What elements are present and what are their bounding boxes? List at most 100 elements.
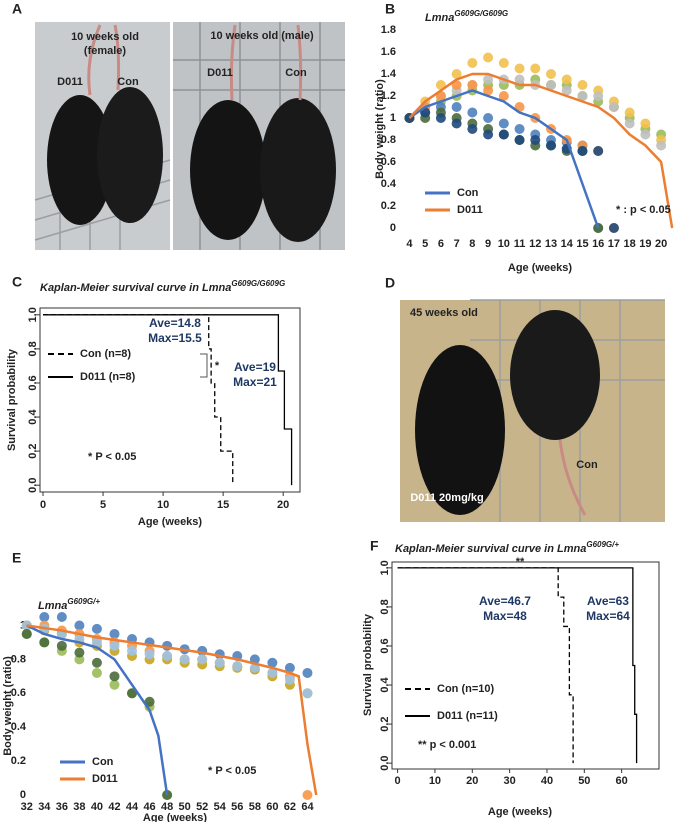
y-tick-label: 0.2 — [11, 755, 26, 767]
chart-title: Kaplan-Meier survival curve in LmnaG609G… — [40, 279, 285, 294]
y-tick-label: 1.6 — [381, 46, 396, 58]
data-point — [56, 640, 67, 651]
x-tick-label: 38 — [73, 801, 85, 813]
data-point — [91, 667, 102, 678]
data-point — [608, 223, 619, 233]
annotation: Ave=14.8 — [149, 316, 201, 330]
y-tick-label: 0.8 — [381, 134, 396, 146]
photo-caption: (female) — [84, 45, 127, 57]
y-tick-label: 0.4 — [11, 721, 27, 733]
data-point — [546, 69, 557, 79]
data-point — [483, 52, 494, 63]
x-tick-label: 20 — [655, 238, 667, 250]
panel-label: A — [12, 1, 22, 17]
y-tick-label: 0.8 — [379, 599, 391, 614]
x-tick-label: 64 — [301, 801, 314, 813]
y-tick-label: 0.8 — [11, 653, 26, 665]
legend-label: Con (n=10) — [437, 683, 494, 695]
x-tick-label: 10 — [157, 499, 169, 511]
series-line — [397, 567, 574, 764]
data-point — [267, 657, 278, 668]
y-tick-label: 1.4 — [381, 68, 397, 80]
x-tick-label: 4 — [406, 238, 413, 250]
series-line — [26, 624, 318, 796]
title-text: Kaplan-Meier survival curve in Lmna — [40, 282, 231, 294]
x-axis-title: Age (weeks) — [508, 262, 573, 274]
data-point — [214, 657, 225, 668]
annotation: ** — [516, 556, 525, 568]
data-point — [267, 667, 278, 678]
y-tick-label: 0 — [390, 222, 396, 234]
x-tick-label: 8 — [469, 238, 475, 250]
x-tick-label: 40 — [541, 775, 553, 787]
data-point — [514, 124, 525, 134]
legend-label: Con — [92, 756, 114, 768]
annotation: Max=64 — [586, 609, 630, 623]
data-point — [109, 671, 120, 682]
data-point — [451, 102, 462, 112]
annotation: * : p < 0.05 — [616, 204, 671, 216]
x-tick-label: 32 — [21, 801, 33, 813]
legend-label: D011 — [92, 773, 118, 785]
data-point — [451, 69, 462, 79]
y-tick-label: 1.0 — [379, 560, 391, 575]
y-axis-title: Body weight (ratio) — [2, 656, 14, 756]
data-point — [435, 113, 446, 123]
data-point — [39, 637, 50, 648]
panel-label: B — [385, 1, 395, 17]
x-tick-label: 0 — [40, 499, 46, 511]
annotation: ** p < 0.001 — [418, 739, 476, 751]
x-tick-label: 36 — [56, 801, 68, 813]
legend-label: D011 (n=8) — [80, 371, 136, 383]
data-point — [624, 107, 635, 118]
data-point — [109, 640, 120, 651]
y-tick-label: 0.6 — [27, 375, 39, 390]
data-point — [467, 58, 478, 68]
data-point — [514, 74, 525, 85]
data-point — [656, 140, 667, 151]
photo-label: D011 — [57, 76, 83, 88]
x-tick-label: 5 — [422, 238, 428, 250]
title-superscript: G609G/G609G — [231, 279, 285, 288]
data-point — [514, 135, 525, 145]
photo-label: Con — [576, 459, 598, 471]
data-point — [302, 688, 313, 699]
photo-male — [173, 22, 345, 250]
chart-title: LmnaG609G/G609G — [425, 9, 508, 24]
x-tick-label: 6 — [438, 238, 444, 250]
x-tick-label: 15 — [217, 499, 229, 511]
y-tick-label: 0.6 — [381, 156, 396, 168]
y-tick-label: 0.2 — [27, 443, 39, 458]
y-axis-title: Survival probability — [362, 613, 374, 716]
annotation: Ave=19 — [234, 360, 276, 374]
x-tick-label: 60 — [266, 801, 278, 813]
data-point — [593, 146, 604, 156]
y-tick-label: 1 — [390, 112, 396, 124]
x-tick-label: 30 — [504, 775, 516, 787]
panel-label: D — [385, 275, 395, 291]
x-tick-label: 50 — [578, 775, 590, 787]
x-tick-label: 56 — [231, 801, 243, 813]
x-axis-title: Age (weeks) — [143, 812, 208, 822]
y-tick-label: 0.6 — [11, 687, 26, 699]
data-point — [127, 688, 138, 699]
data-point — [21, 628, 32, 639]
data-point — [91, 657, 102, 668]
data-point — [467, 124, 478, 134]
data-point — [467, 107, 478, 118]
photo-caption: 10 weeks old (male) — [210, 30, 314, 42]
x-tick-label: 34 — [38, 801, 51, 813]
series-line — [43, 314, 293, 486]
legend-label: Con (n=8) — [80, 348, 131, 360]
data-point — [561, 74, 572, 85]
data-point — [467, 80, 478, 90]
data-point — [514, 63, 525, 74]
data-point — [483, 74, 494, 85]
data-point — [530, 135, 541, 145]
data-point — [483, 113, 494, 123]
data-point — [144, 696, 155, 707]
y-tick-label: 0.0 — [379, 755, 391, 770]
data-point — [109, 679, 120, 690]
data-point — [302, 790, 313, 800]
